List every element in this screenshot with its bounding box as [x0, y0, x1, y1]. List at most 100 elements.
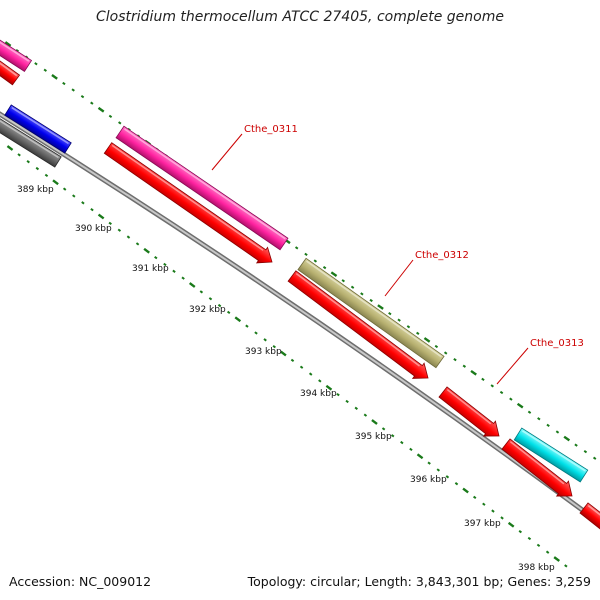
major-tick	[52, 179, 59, 186]
reverse-gene-arrow[interactable]	[437, 385, 505, 444]
minor-tick	[390, 434, 395, 438]
major-tick	[507, 521, 515, 528]
minor-tick	[272, 345, 276, 349]
minor-tick	[369, 298, 373, 303]
minor-tick	[226, 310, 231, 315]
minor-tick	[527, 536, 532, 541]
gene-arrow-body	[0, 37, 33, 73]
minor-tick	[290, 358, 295, 363]
gene-label[interactable]: Cthe_0313	[530, 338, 584, 349]
kbp-label: 395 kbp	[355, 432, 392, 442]
reverse-gene-arrow[interactable]	[579, 502, 600, 536]
gene-arrow-body	[297, 257, 445, 369]
minor-tick	[499, 390, 504, 395]
gene-label-callouts: Cthe_0311 Cthe_0312 Cthe_0313	[211, 124, 584, 385]
minor-tick	[564, 564, 568, 568]
minor-tick	[574, 443, 578, 447]
gene-arrow-body	[501, 438, 573, 497]
minor-tick	[500, 516, 504, 520]
minor-tick	[336, 392, 340, 397]
minor-tick	[108, 114, 113, 118]
minor-tick	[208, 297, 213, 301]
minor-tick	[15, 48, 20, 53]
gene-arrow-highlight	[521, 430, 586, 472]
minor-tick	[416, 331, 420, 335]
gene-arrow-highlight	[446, 389, 492, 425]
kbp-label: 393 kbp	[245, 347, 282, 357]
gene-arrow-body	[579, 502, 600, 536]
genome-summary-label: Topology: circular; Length: 3,843,301 bp…	[247, 574, 591, 589]
minor-tick	[350, 285, 355, 289]
major-tick	[97, 106, 105, 113]
minor-tick	[72, 194, 76, 198]
gene-label[interactable]: Cthe_0312	[415, 250, 469, 261]
accession-label: Accession: NC_009012	[9, 574, 152, 589]
map-title: Clostridium thermocellum ATCC 27405, com…	[96, 9, 504, 25]
gene-arrow-body	[103, 142, 273, 264]
gene-arrow-highlight	[0, 61, 18, 77]
minor-tick	[254, 331, 258, 335]
gene-arrow-highlight	[306, 260, 442, 358]
minor-tick	[62, 81, 66, 86]
reverse-gene-arrow[interactable]	[500, 437, 578, 504]
major-tick	[377, 304, 384, 310]
minor-tick	[217, 303, 222, 308]
feature-track	[0, 37, 600, 536]
minor-tick	[90, 208, 94, 212]
minor-tick	[454, 482, 459, 486]
gene-arrow-highlight	[111, 144, 264, 251]
minor-tick	[490, 384, 494, 388]
forward-gene-arrow[interactable]	[115, 125, 289, 251]
reverse-gene-arrow[interactable]	[286, 268, 433, 385]
reverse-gene-arrow[interactable]	[0, 58, 21, 86]
minor-tick	[154, 255, 158, 260]
minor-tick	[406, 325, 411, 329]
minor-tick	[434, 344, 439, 349]
minor-tick	[308, 372, 313, 376]
minor-tick	[117, 228, 122, 232]
gene-label[interactable]: Cthe_0311	[244, 124, 298, 135]
kbp-label: 390 kbp	[75, 224, 112, 234]
minor-tick	[397, 318, 401, 322]
kbp-label: 398 kbp	[518, 563, 555, 573]
kbp-label: 392 kbp	[189, 305, 226, 315]
minor-tick	[537, 417, 541, 421]
major-tick	[553, 556, 561, 562]
minor-tick	[44, 173, 49, 178]
minor-tick	[43, 68, 47, 72]
minor-tick	[445, 475, 450, 479]
minor-tick	[163, 262, 167, 267]
minor-tick	[318, 379, 322, 383]
minor-tick	[135, 242, 140, 246]
forward-gene-arrow[interactable]	[297, 257, 445, 369]
forward-gene-arrow[interactable]	[0, 37, 33, 73]
minor-tick	[71, 88, 75, 92]
minor-tick	[472, 495, 477, 500]
gene-arrow-body	[0, 58, 21, 86]
forward-gene-arrow[interactable]	[4, 104, 72, 154]
kbp-label: 397 kbp	[464, 519, 501, 529]
minor-tick	[322, 265, 327, 270]
minor-tick	[80, 94, 85, 99]
gene-arrow-body	[115, 125, 289, 251]
major-tick	[188, 282, 196, 288]
minor-tick	[245, 324, 249, 328]
minor-tick	[388, 311, 392, 316]
kbp-label: 396 kbp	[410, 475, 447, 485]
callout-line	[211, 133, 243, 171]
minor-tick	[341, 279, 345, 283]
reverse-gene-arrow[interactable]	[103, 140, 278, 270]
backbone	[0, 111, 600, 527]
major-tick	[563, 435, 571, 442]
reverse-gene-arrow[interactable]	[0, 116, 62, 168]
minor-tick	[199, 290, 204, 294]
minor-tick	[536, 543, 541, 547]
major-tick	[280, 350, 287, 357]
gene-arrow-highlight	[0, 119, 59, 159]
major-tick	[371, 419, 378, 425]
major-tick	[325, 384, 333, 391]
forward-gene-arrow[interactable]	[513, 427, 589, 483]
kbp-labels: 389 kbp 390 kbp 391 kbp 392 kbp 393 kbp …	[17, 185, 555, 573]
gene-arrow-body	[4, 104, 72, 154]
